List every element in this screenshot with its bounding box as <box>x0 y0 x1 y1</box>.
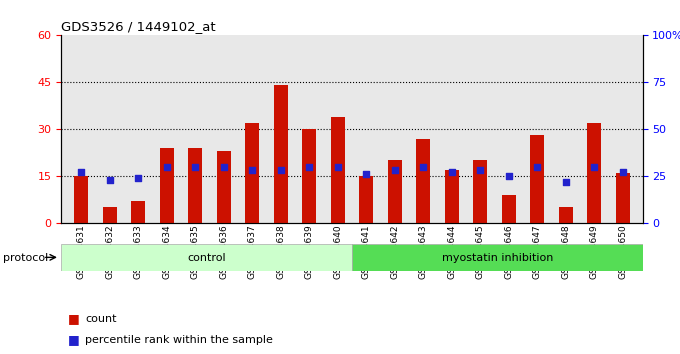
Point <box>503 173 514 179</box>
Bar <box>160 148 174 223</box>
Point <box>247 168 258 173</box>
Point <box>418 164 428 170</box>
Text: protocol: protocol <box>3 253 49 263</box>
Text: percentile rank within the sample: percentile rank within the sample <box>85 335 273 345</box>
Text: myostatin inhibition: myostatin inhibition <box>441 252 553 263</box>
Bar <box>245 123 259 223</box>
Point <box>532 164 543 170</box>
Bar <box>445 170 459 223</box>
Bar <box>502 195 515 223</box>
Point <box>617 170 628 175</box>
Point <box>133 175 143 181</box>
Bar <box>416 139 430 223</box>
Bar <box>302 129 316 223</box>
Bar <box>530 136 544 223</box>
Bar <box>388 160 402 223</box>
Point <box>218 164 229 170</box>
Point <box>75 170 86 175</box>
Bar <box>352 244 643 271</box>
Bar <box>216 151 231 223</box>
Bar <box>273 85 288 223</box>
Point <box>333 164 343 170</box>
Bar <box>558 207 573 223</box>
Point <box>589 164 600 170</box>
Text: ■: ■ <box>68 312 80 325</box>
Bar <box>188 148 202 223</box>
Bar <box>473 160 488 223</box>
Text: GDS3526 / 1449102_at: GDS3526 / 1449102_at <box>61 20 216 33</box>
Bar <box>359 176 373 223</box>
Point <box>475 168 486 173</box>
Bar <box>615 173 630 223</box>
Point <box>161 164 172 170</box>
Point <box>275 168 286 173</box>
Bar <box>587 123 601 223</box>
Point <box>360 171 371 177</box>
Point <box>560 179 571 184</box>
Point <box>304 164 315 170</box>
Text: count: count <box>85 314 116 324</box>
Point <box>190 164 201 170</box>
Bar <box>74 176 88 223</box>
Bar <box>131 201 146 223</box>
Point <box>104 177 115 183</box>
Text: ■: ■ <box>68 333 80 346</box>
Point <box>389 168 400 173</box>
Text: control: control <box>187 252 226 263</box>
Point <box>446 170 457 175</box>
Bar <box>61 244 352 271</box>
Bar <box>330 117 345 223</box>
Bar <box>103 207 117 223</box>
